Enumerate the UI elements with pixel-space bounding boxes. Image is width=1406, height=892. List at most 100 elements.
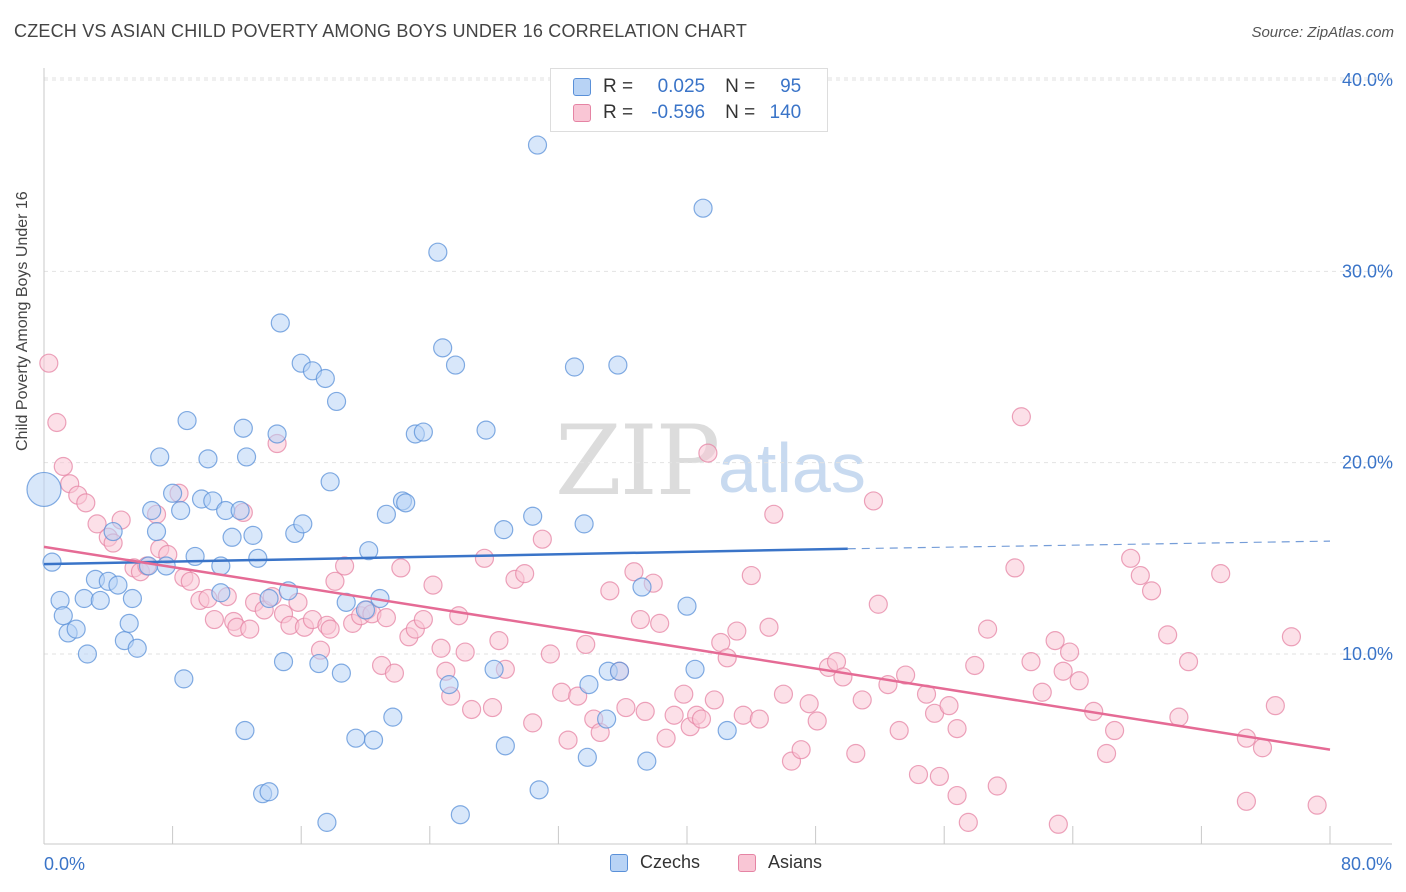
n-label: N = [725,76,756,97]
czechs-swatch [573,78,591,96]
czechs-point [494,520,514,540]
asians-point [384,663,405,683]
asians-point [965,655,985,676]
czechs-point [243,525,263,545]
asians-point [727,621,747,641]
czechs-point [90,590,110,611]
asians-point [733,705,753,725]
asians-point [489,631,509,651]
asians-point [764,504,784,524]
asians-point [1069,671,1089,691]
asians-point [335,556,355,576]
czechs-point [142,500,162,521]
czechs-point [355,600,376,620]
czechs-trend-line [43,547,848,566]
y-tick-label: 10.0% [1342,644,1393,664]
asians-point [889,720,909,741]
asians-point [1096,743,1117,764]
asians-point [656,728,676,748]
n-label: N = [725,102,756,123]
asians-point [650,613,670,633]
czechs-point [476,420,496,440]
czechs-point [577,747,597,767]
asians-point [691,709,712,729]
czechs-point [259,588,279,609]
asians-point [325,571,345,591]
asians-point [987,776,1007,796]
asians-point [958,812,978,832]
asians-point [624,562,644,582]
asians-point [868,594,888,614]
asians-point [204,609,224,630]
czechs-point [597,709,617,729]
czechs-point [66,619,86,639]
asians-point [1307,795,1327,815]
czechs-point [185,546,205,567]
asians-point [523,713,543,733]
asians-point [1281,627,1302,647]
czechs-point [677,596,697,616]
czechs-point [495,736,515,756]
czechs-point [211,583,231,603]
czechs-point [523,506,543,526]
czechs-point [293,514,313,534]
asians-point [552,682,572,702]
czechs-point [383,707,403,727]
asians-point [1048,814,1068,834]
asians-n-value: 140 [769,102,802,123]
chart-title: CZECH VS ASIAN CHILD POVERTY AMONG BOYS … [14,21,748,41]
asians-point [1141,581,1162,601]
asians-point [1158,625,1178,645]
czechs-point [198,449,218,469]
czechs-point [428,242,448,262]
asians-point [1121,548,1141,568]
czechs-point [484,659,504,679]
czechs-point [574,514,594,534]
legend-row-asians: R = -0.596 N = 140 [573,101,801,125]
asians-point [846,743,866,764]
asians-point [87,514,107,534]
asians-point [749,709,769,729]
asians-point [1011,407,1031,427]
asians-point [532,529,552,549]
asians-point [1130,565,1150,586]
czechs-point [119,613,139,633]
asians-point [704,690,724,710]
asians-point [558,730,578,750]
watermark-zip: ZIP [555,405,720,517]
asians-point [1032,682,1052,702]
czechs-point [685,659,705,679]
asians-point [630,609,650,630]
asians-point [947,719,967,739]
asians-point [698,443,718,463]
czechs-point [236,447,257,467]
legend-item-asians[interactable]: Asians [738,852,822,873]
asians-point [455,642,475,662]
x-tick-label-min: 0.0% [44,854,85,874]
asians-point [376,608,396,628]
czechs-point [376,504,396,524]
asians-trend-line [43,545,1331,751]
czechs-point [233,418,253,438]
asians-point [896,665,916,685]
czechs-point [309,653,329,674]
r-label: R = [603,102,634,123]
asians-point [1211,564,1231,584]
czechs-point [53,606,73,626]
czechs-trend-extension [847,540,1331,550]
czechs-point [138,556,159,576]
asians-point [76,493,96,513]
asians-point [576,634,596,655]
x-tick-label-max: 80.0% [1341,854,1392,874]
czechs-point [579,675,599,695]
asians-point [1005,558,1025,578]
czechs-point [326,391,347,412]
asians-point [568,686,588,706]
czechs-point [174,669,194,689]
y-tick-label: 30.0% [1342,261,1393,281]
legend-item-czechs[interactable]: Czechs [610,852,700,873]
asians-point [47,412,67,433]
czechs-point [235,720,255,741]
czechs-point [363,730,384,750]
asians-point [449,606,469,626]
